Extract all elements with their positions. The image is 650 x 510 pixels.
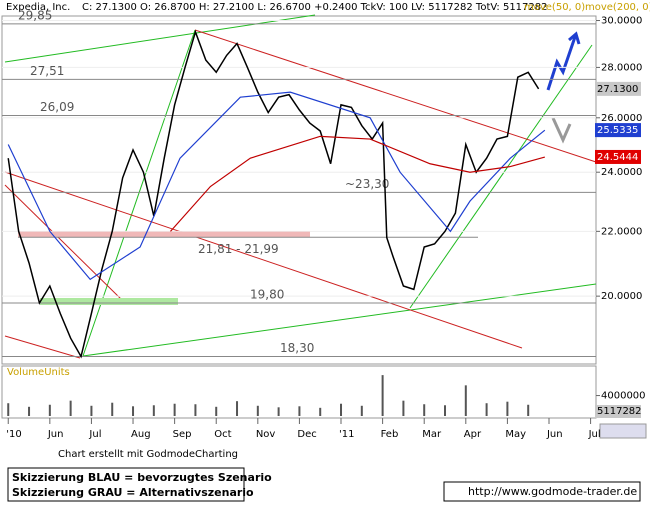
level-label: 18,30 bbox=[280, 341, 314, 355]
level-label: 26,09 bbox=[40, 100, 74, 114]
y-tick-label: 20.0000 bbox=[601, 291, 642, 302]
note: Skizzierung GRAU = Alternativszenario bbox=[12, 486, 254, 499]
trend-line bbox=[409, 44, 593, 309]
volume-bar bbox=[236, 401, 239, 416]
volume-bar bbox=[152, 405, 155, 416]
price-box bbox=[595, 149, 641, 164]
x-tick-label: Oct bbox=[214, 429, 231, 440]
price-line bbox=[7, 29, 540, 359]
trend-line bbox=[4, 14, 316, 63]
volume-bar bbox=[69, 400, 72, 416]
url[interactable]: http://www.godmode-trader.de bbox=[468, 485, 637, 498]
y-tick-label: 4000000 bbox=[601, 391, 646, 402]
volume-bar bbox=[319, 407, 322, 416]
legend-entry: move(50, 0) bbox=[524, 2, 585, 13]
trend-line bbox=[4, 184, 123, 301]
credit: Chart erstellt mit GodmodeCharting bbox=[58, 449, 238, 460]
level-label: ~23,30 bbox=[345, 177, 389, 191]
volume-bar bbox=[381, 375, 384, 416]
volume-bar bbox=[194, 404, 197, 416]
price-label: 27.1300 bbox=[597, 84, 638, 95]
price-box bbox=[595, 123, 641, 138]
volume-bar bbox=[527, 404, 530, 416]
volume-bar bbox=[90, 405, 93, 416]
volume-bar bbox=[173, 403, 176, 416]
price-box bbox=[595, 81, 641, 96]
volume-box bbox=[595, 405, 641, 418]
y-tick-label: 22.0000 bbox=[601, 226, 642, 237]
price-label: 25.5335 bbox=[597, 125, 638, 136]
note: Skizzierung BLAU = bevorzugtes Szenario bbox=[12, 471, 272, 484]
volume-bar bbox=[298, 406, 301, 416]
y-tick-label: 30.0000 bbox=[601, 16, 642, 27]
volume-last: 5117282 bbox=[597, 406, 642, 417]
x-tick-label: Jun bbox=[47, 429, 64, 440]
y-tick-label: 24.0000 bbox=[601, 167, 642, 178]
volume-bar bbox=[423, 404, 426, 416]
volume-bar bbox=[402, 400, 405, 416]
x-tick-label: Apr bbox=[464, 429, 482, 440]
scroll-box bbox=[599, 423, 647, 439]
price-label: 24.5444 bbox=[597, 152, 638, 163]
level-label: 19,80 bbox=[250, 287, 284, 301]
x-tick-label: Mar bbox=[422, 429, 442, 440]
alt-arrow bbox=[551, 117, 572, 144]
x-tick-label: Aug bbox=[131, 429, 151, 440]
volume-bar bbox=[444, 405, 447, 416]
x-tick-label: Jul bbox=[588, 429, 601, 440]
volume-bar bbox=[340, 403, 343, 416]
volume-bar bbox=[111, 402, 114, 416]
y-tick-label: 28.0000 bbox=[601, 62, 642, 73]
volume-bar bbox=[277, 407, 280, 416]
price-line bbox=[170, 135, 545, 232]
volume-bar bbox=[256, 405, 259, 416]
level-label: 27,51 bbox=[30, 64, 64, 78]
x-tick-label: Dec bbox=[297, 429, 316, 440]
header: C: 27.1300 O: 26.8700 H: 27.2100 L: 26.6… bbox=[82, 2, 548, 13]
trend-line bbox=[4, 171, 523, 349]
notes-box bbox=[7, 467, 245, 502]
volume-bar bbox=[7, 403, 10, 416]
x-tick-label: Feb bbox=[381, 429, 399, 440]
level-zone bbox=[18, 231, 310, 238]
volume-bar bbox=[28, 406, 31, 416]
x-tick-label: '10 bbox=[6, 429, 21, 440]
level-label: 29,85 bbox=[18, 8, 52, 22]
x-tick-label: Nov bbox=[256, 429, 276, 440]
price-panel bbox=[1, 15, 597, 365]
support-zone bbox=[40, 298, 178, 305]
volume-bar bbox=[485, 403, 488, 416]
url-box bbox=[443, 481, 641, 502]
volume-bar bbox=[360, 405, 363, 416]
x-tick-label: Jun bbox=[546, 429, 563, 440]
price-line bbox=[7, 91, 546, 281]
volume-bar bbox=[48, 404, 51, 416]
scenario-arrow bbox=[568, 31, 581, 45]
volume-bar bbox=[132, 406, 135, 416]
volume-bar bbox=[464, 385, 467, 416]
x-tick-label: May bbox=[505, 429, 526, 440]
trend-line bbox=[4, 335, 81, 359]
volume-bar bbox=[215, 406, 218, 416]
y-tick-label: 26.0000 bbox=[601, 113, 642, 124]
volume-label: VolumeUnits bbox=[7, 367, 70, 378]
volume-bar bbox=[506, 401, 509, 416]
series-name: Expedia, Inc. bbox=[6, 2, 70, 13]
x-tick-label: Jul bbox=[88, 429, 101, 440]
legend-entry: move(200, 0) bbox=[585, 2, 650, 13]
x-tick-label: Sep bbox=[173, 429, 192, 440]
level-label: 21,81 - 21,99 bbox=[198, 242, 279, 256]
x-tick-label: '11 bbox=[339, 429, 354, 440]
trend-line bbox=[194, 29, 597, 163]
